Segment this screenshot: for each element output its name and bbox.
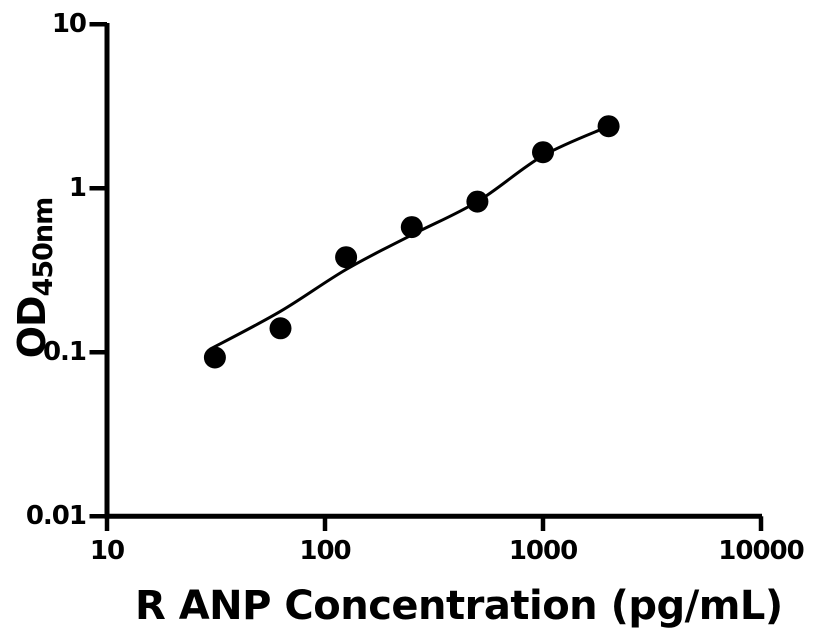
y-axis-label-subscript: 450nm [28,197,59,297]
data-point [335,246,358,269]
y-tick-label-1: 1 [68,173,87,203]
x-tick-label-1000: 1000 [508,536,578,566]
axis-spines [104,23,762,519]
x-axis-title: R ANP Concentration (pg/mL) [135,583,783,629]
data-point [400,216,423,239]
data-point [203,346,226,369]
y-tick-label-10: 10 [51,9,87,39]
y-tick-label-0-1: 0.1 [42,337,87,367]
x-tick-label-10000: 10000 [718,536,804,566]
y-tick-label-0-01: 0.01 [25,501,87,531]
data-point [269,317,292,340]
x-tick-label-100: 100 [299,536,351,566]
data-point [597,115,620,138]
x-tick-label-10: 10 [89,536,125,566]
y-axis-label: OD450nm [10,178,59,378]
data-point [466,190,489,213]
data-point [532,141,554,164]
y-axis-label-main: OD [10,296,54,359]
